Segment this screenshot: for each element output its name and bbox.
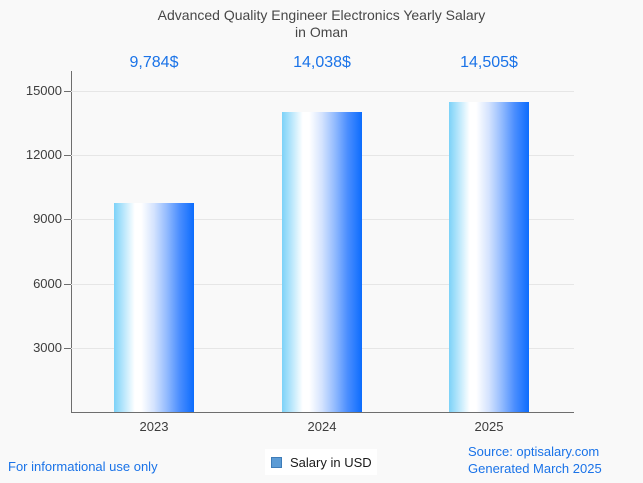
- x-axis-label-2024: 2024: [307, 419, 337, 434]
- bar-value-label-2023: 9,784$: [129, 54, 179, 71]
- gridline-15000: [71, 91, 574, 92]
- legend-label: Salary in USD: [290, 454, 372, 470]
- y-axis-label-9000: 9000: [33, 211, 62, 227]
- y-axis-label-15000: 15000: [25, 83, 62, 98]
- bar-2025[interactable]: [448, 101, 529, 412]
- y-axis-tick: [64, 347, 71, 349]
- x-axis-line: [71, 412, 574, 413]
- x-axis-label-2023: 2023: [139, 419, 169, 434]
- bar-value-label-2024: 14,038$: [293, 54, 351, 71]
- chart-title-line1: Advanced Quality Engineer Electronics Ye…: [157, 7, 486, 23]
- y-axis-label-3000: 3000: [33, 339, 62, 355]
- legend-swatch-icon: [271, 456, 282, 468]
- bar-value-label-2025: 14,505$: [460, 54, 518, 71]
- source-attribution: Source: optisalary.com Generated March 2…: [468, 443, 602, 477]
- source-line: Source: optisalary.com: [468, 444, 600, 459]
- y-axis-label-6000: 6000: [33, 275, 62, 291]
- y-axis-label-12000: 12000: [25, 147, 62, 163]
- x-axis-label-2025: 2025: [474, 419, 504, 434]
- chart-title: Advanced Quality Engineer Electronics Ye…: [0, 7, 643, 41]
- y-axis-tick: [64, 283, 71, 285]
- chart-title-line2: in Oman: [295, 24, 348, 40]
- y-axis-tick: [64, 91, 71, 92]
- generated-line: Generated March 2025: [468, 461, 602, 476]
- y-axis-line: [71, 71, 72, 413]
- disclaimer-text: For informational use only: [8, 459, 158, 474]
- bar-2023[interactable]: [113, 202, 194, 412]
- y-axis-tick: [64, 219, 71, 221]
- y-axis-tick: [64, 155, 71, 157]
- legend: Salary in USD: [265, 449, 377, 475]
- bar-2024[interactable]: [281, 111, 362, 412]
